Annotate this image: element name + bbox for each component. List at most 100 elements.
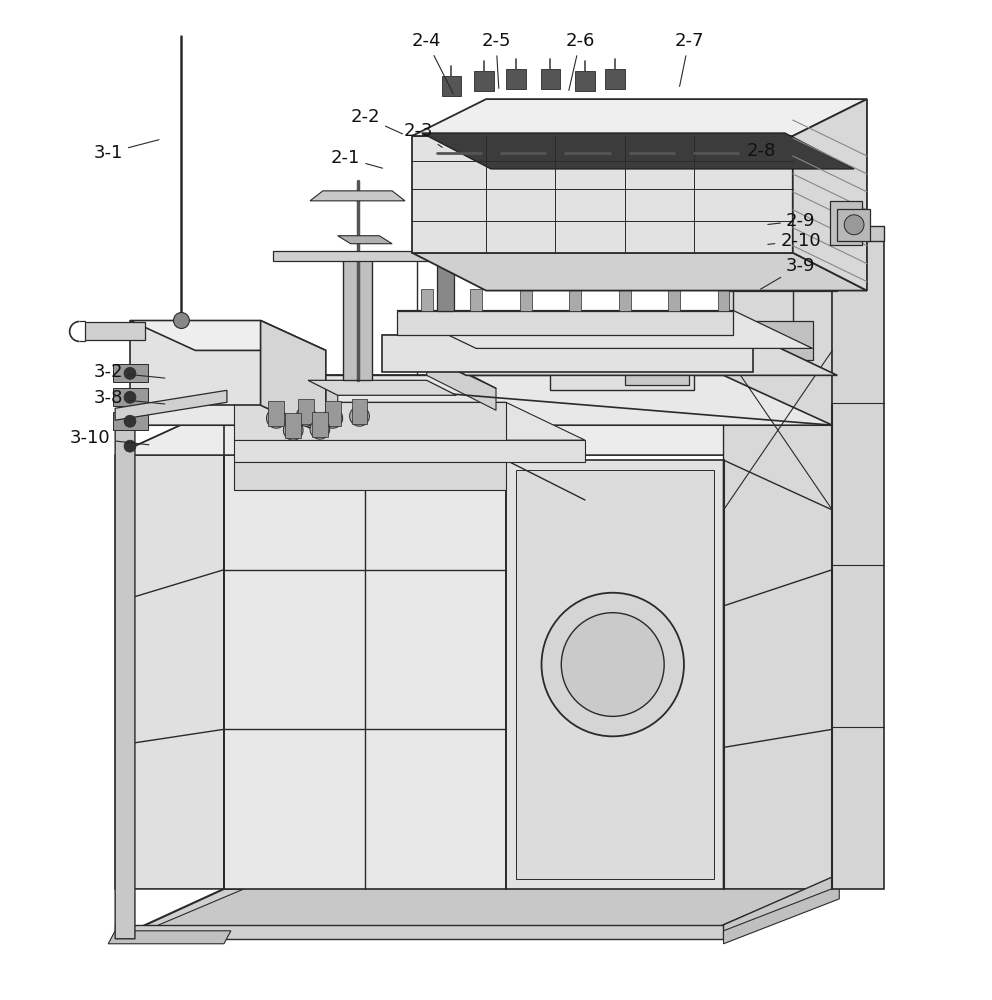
Text: 2-4: 2-4 xyxy=(412,32,453,94)
Polygon shape xyxy=(723,886,839,944)
Polygon shape xyxy=(793,99,867,291)
Polygon shape xyxy=(551,335,748,362)
Text: 2-10: 2-10 xyxy=(768,232,821,250)
Polygon shape xyxy=(108,931,231,944)
Polygon shape xyxy=(274,251,837,261)
Text: 2-1: 2-1 xyxy=(331,149,383,168)
Circle shape xyxy=(349,406,369,426)
Circle shape xyxy=(542,593,683,736)
Circle shape xyxy=(124,440,136,452)
Polygon shape xyxy=(234,402,506,440)
Polygon shape xyxy=(234,440,585,462)
Bar xyxy=(605,69,625,89)
Polygon shape xyxy=(837,209,870,241)
Bar xyxy=(717,289,729,311)
Circle shape xyxy=(174,313,189,328)
Bar xyxy=(470,289,482,311)
Polygon shape xyxy=(115,405,135,939)
Bar xyxy=(474,71,494,91)
Bar xyxy=(269,401,285,426)
Bar xyxy=(324,401,340,426)
Text: 2-5: 2-5 xyxy=(481,32,511,88)
Circle shape xyxy=(124,391,136,403)
Polygon shape xyxy=(115,375,832,425)
Polygon shape xyxy=(115,405,832,455)
Polygon shape xyxy=(832,226,884,241)
Polygon shape xyxy=(145,887,812,931)
Polygon shape xyxy=(115,405,224,889)
Polygon shape xyxy=(85,322,145,340)
Circle shape xyxy=(310,419,329,439)
Polygon shape xyxy=(723,405,832,889)
Polygon shape xyxy=(422,133,854,169)
Polygon shape xyxy=(412,253,867,291)
Polygon shape xyxy=(115,925,723,939)
Bar xyxy=(619,289,631,311)
Circle shape xyxy=(124,415,136,427)
Polygon shape xyxy=(261,320,325,435)
Polygon shape xyxy=(113,364,148,382)
Polygon shape xyxy=(382,335,753,372)
Text: 3-8: 3-8 xyxy=(93,389,165,407)
Text: 2-9: 2-9 xyxy=(768,212,815,230)
Bar xyxy=(575,71,595,91)
Polygon shape xyxy=(723,261,837,291)
Polygon shape xyxy=(625,340,688,385)
Circle shape xyxy=(844,215,864,235)
Polygon shape xyxy=(130,320,261,405)
Polygon shape xyxy=(397,311,812,348)
Polygon shape xyxy=(309,380,456,395)
Text: 2-8: 2-8 xyxy=(741,142,776,162)
Bar xyxy=(441,76,461,96)
Polygon shape xyxy=(723,877,832,939)
Polygon shape xyxy=(310,191,405,201)
Polygon shape xyxy=(382,335,837,375)
Polygon shape xyxy=(748,320,812,360)
Bar xyxy=(669,289,680,311)
Circle shape xyxy=(322,408,342,428)
Polygon shape xyxy=(506,460,723,889)
Text: 3-10: 3-10 xyxy=(70,429,149,447)
Polygon shape xyxy=(723,243,832,510)
Polygon shape xyxy=(234,402,585,440)
Polygon shape xyxy=(269,355,337,410)
Polygon shape xyxy=(115,390,227,420)
Polygon shape xyxy=(234,462,506,490)
Bar xyxy=(351,399,367,424)
Circle shape xyxy=(124,367,136,379)
Polygon shape xyxy=(113,412,148,430)
Polygon shape xyxy=(342,256,372,380)
Polygon shape xyxy=(224,375,723,405)
Polygon shape xyxy=(516,470,713,879)
Bar xyxy=(312,412,327,437)
Polygon shape xyxy=(397,311,733,335)
Polygon shape xyxy=(113,388,148,406)
Bar xyxy=(421,289,433,311)
Text: 2-3: 2-3 xyxy=(404,122,442,147)
Polygon shape xyxy=(436,233,454,311)
Circle shape xyxy=(561,613,665,716)
Circle shape xyxy=(267,408,287,428)
Polygon shape xyxy=(412,99,867,136)
Text: 2-2: 2-2 xyxy=(351,108,403,134)
Polygon shape xyxy=(115,889,832,939)
Text: 3-9: 3-9 xyxy=(761,257,815,289)
Polygon shape xyxy=(224,405,506,889)
Polygon shape xyxy=(830,201,862,245)
Text: 3-2: 3-2 xyxy=(93,363,165,381)
Bar xyxy=(506,69,526,89)
Polygon shape xyxy=(130,320,325,350)
Polygon shape xyxy=(427,355,496,410)
Bar xyxy=(286,413,302,438)
Polygon shape xyxy=(551,335,693,390)
Polygon shape xyxy=(832,241,884,889)
Polygon shape xyxy=(337,236,392,244)
Circle shape xyxy=(297,406,316,426)
Bar xyxy=(569,289,581,311)
Bar xyxy=(299,399,314,424)
Text: 2-7: 2-7 xyxy=(675,32,703,86)
Text: 3-1: 3-1 xyxy=(93,140,159,162)
Circle shape xyxy=(284,420,304,440)
Polygon shape xyxy=(412,136,793,253)
Bar xyxy=(520,289,532,311)
